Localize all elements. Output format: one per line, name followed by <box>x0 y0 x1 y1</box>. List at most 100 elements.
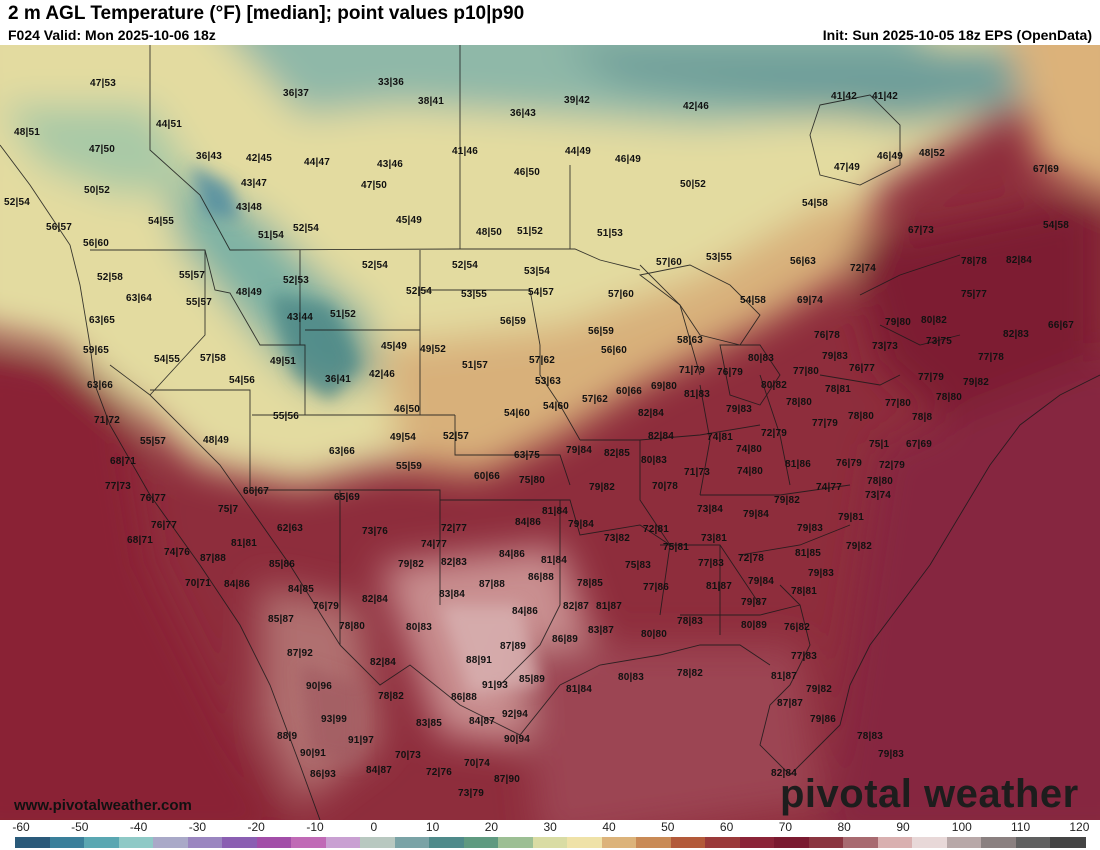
colorbar-tick-label: 40 <box>602 820 616 834</box>
point-value-label: 69|74 <box>797 295 824 306</box>
point-value-label: 80|83 <box>641 455 668 466</box>
colorbar-tick-label: 100 <box>951 820 972 834</box>
point-value-label: 84|87 <box>366 765 393 776</box>
point-value-label: 55|57 <box>179 270 206 281</box>
point-value-label: 81|84 <box>541 555 568 566</box>
point-value-label: 51|52 <box>517 226 544 237</box>
point-value-label: 92|94 <box>502 709 529 720</box>
point-value-label: 80|80 <box>641 629 668 640</box>
colorbar-tick-label: 70 <box>778 820 793 834</box>
colorbar-swatch <box>946 837 983 848</box>
point-value-label: 55|57 <box>140 436 167 447</box>
map-title: 2 m AGL Temperature (°F) [median]; point… <box>8 3 525 24</box>
point-value-label: 51|52 <box>330 309 357 320</box>
point-value-label: 78|80 <box>339 621 366 632</box>
point-value-label: 54|60 <box>504 408 531 419</box>
point-value-label: 33|36 <box>378 77 405 88</box>
point-value-label: 84|86 <box>499 549 526 560</box>
point-value-label: 72|77 <box>441 523 468 534</box>
point-value-label: 67|69 <box>1033 164 1060 175</box>
point-value-label: 72|79 <box>761 428 788 439</box>
point-value-label: 68|71 <box>127 535 154 546</box>
point-value-label: 85|87 <box>268 614 295 625</box>
point-value-label: 78|80 <box>786 397 813 408</box>
colorbar-swatch <box>912 837 948 848</box>
point-value-label: 67|69 <box>906 439 933 450</box>
point-value-label: 79|82 <box>963 377 990 388</box>
point-value-label: 62|63 <box>277 523 304 534</box>
point-value-label: 74|76 <box>164 547 191 558</box>
point-value-label: 86|88 <box>451 692 478 703</box>
point-value-label: 66|67 <box>243 486 270 497</box>
point-value-label: 60|66 <box>474 471 501 482</box>
point-value-label: 53|55 <box>706 252 733 263</box>
colorbar-tick-label: 90 <box>896 820 910 834</box>
point-value-label: 70|71 <box>185 578 212 589</box>
colorbar-swatch <box>877 837 913 848</box>
point-value-label: 52|58 <box>97 272 124 283</box>
point-value-label: 54|55 <box>154 354 181 365</box>
point-value-label: 83|84 <box>439 589 466 600</box>
point-value-label: 87|87 <box>777 698 804 709</box>
point-value-label: 56|60 <box>601 345 628 356</box>
point-value-label: 73|75 <box>926 336 953 347</box>
point-value-label: 53|54 <box>524 266 551 277</box>
point-value-label: 73|81 <box>701 533 728 544</box>
colorbar-tick-label: -30 <box>188 820 207 834</box>
point-value-label: 43|48 <box>236 202 263 213</box>
point-value-label: 57|62 <box>529 355 556 366</box>
point-value-label: 51|53 <box>597 228 624 239</box>
colorbar-tick-label: -60 <box>12 820 30 834</box>
point-value-label: 93|99 <box>321 714 348 725</box>
point-value-label: 39|42 <box>564 95 591 106</box>
colorbar-swatch <box>429 837 465 848</box>
point-value-label: 83|85 <box>416 718 443 729</box>
brand-logo: pivotal weather <box>780 772 1079 816</box>
colorbar-swatch <box>498 837 534 848</box>
colorbar-swatch <box>774 837 810 848</box>
point-value-label: 76|82 <box>784 622 811 633</box>
point-value-label: 52|57 <box>443 431 470 442</box>
colorbar-swatch <box>360 837 396 848</box>
point-value-label: 79|83 <box>797 523 824 534</box>
point-value-label: 82|87 <box>563 601 590 612</box>
point-value-label: 74|77 <box>421 539 448 550</box>
point-value-label: 73|84 <box>697 504 724 515</box>
colorbar-ramp <box>15 837 1086 848</box>
point-value-label: 54|58 <box>1043 220 1070 231</box>
point-value-label: 76|77 <box>140 493 167 504</box>
colorbar-tick-label: 50 <box>661 820 675 834</box>
colorbar-swatch <box>187 837 223 848</box>
point-value-label: 68|71 <box>110 456 137 467</box>
point-value-label: 80|89 <box>741 620 768 631</box>
point-value-label: 75|80 <box>519 475 546 486</box>
point-value-label: 56|59 <box>500 316 527 327</box>
point-value-label: 47|53 <box>90 78 117 89</box>
point-value-label: 65|69 <box>334 492 361 503</box>
point-value-label: 43|46 <box>377 159 404 170</box>
point-value-label: 84|86 <box>224 579 251 590</box>
point-value-label: 82|83 <box>441 557 468 568</box>
point-value-label: 57|58 <box>200 353 227 364</box>
point-value-label: 48|49 <box>203 435 230 446</box>
point-value-label: 73|76 <box>362 526 389 537</box>
point-value-label: 80|83 <box>748 353 775 364</box>
point-value-label: 79|82 <box>846 541 873 552</box>
point-value-label: 79|86 <box>810 714 837 725</box>
point-value-label: 79|84 <box>568 519 595 530</box>
point-value-label: 46|49 <box>615 154 642 165</box>
point-value-label: 82|84 <box>638 408 665 419</box>
point-value-label: 36|43 <box>510 108 537 119</box>
point-value-label: 76|78 <box>814 330 841 341</box>
site-url[interactable]: www.pivotalweather.com <box>14 797 192 814</box>
point-value-label: 90|94 <box>504 734 531 745</box>
point-value-label: 82|83 <box>1003 329 1030 340</box>
point-value-label: 49|52 <box>420 344 447 355</box>
point-value-label: 75|1 <box>869 439 890 450</box>
colorbar-swatch <box>1015 837 1052 848</box>
colorbar-tick-label: 110 <box>1011 820 1031 834</box>
point-value-label: 70|78 <box>652 481 679 492</box>
point-value-label: 74|80 <box>737 466 764 477</box>
point-value-label: 44|51 <box>156 119 183 130</box>
colorbar-swatch <box>15 837 51 848</box>
